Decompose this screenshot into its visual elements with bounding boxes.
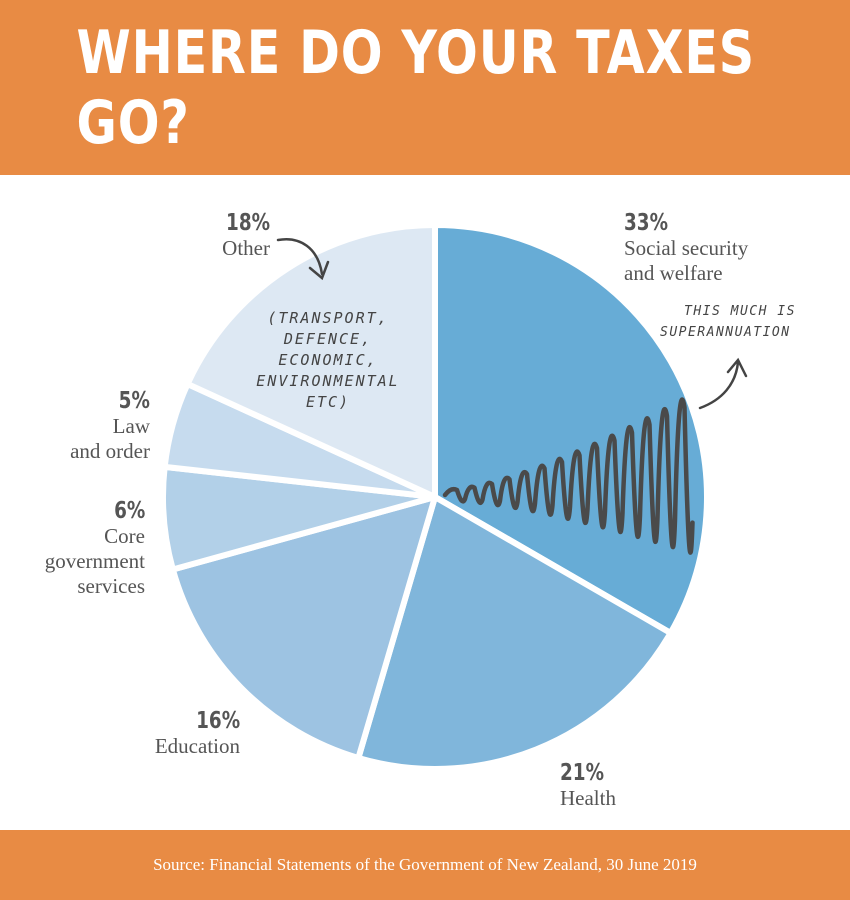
other-note-line: ENVIRONMENTAL bbox=[256, 372, 400, 390]
label-other: 18% Other bbox=[215, 210, 270, 261]
pct-social-security: 33% bbox=[624, 210, 669, 236]
name-core-government-line3: services bbox=[77, 574, 145, 598]
name-social-security-line2: and welfare bbox=[624, 261, 723, 285]
pct-education: 16% bbox=[195, 708, 240, 734]
superannuation-note: THIS MUCH IS SUPERANNUATION bbox=[660, 301, 796, 343]
pct-other: 18% bbox=[225, 210, 270, 236]
other-note: (TRANSPORT, DEFENCE, ECONOMIC, ENVIRONME… bbox=[228, 308, 428, 413]
page-title: Where do your taxes go? bbox=[76, 17, 756, 158]
label-education: 16% Education bbox=[155, 708, 240, 759]
pie-slice-other bbox=[184, 222, 438, 500]
source-footer: Source: Financial Statements of the Gove… bbox=[0, 830, 850, 900]
title-banner: Where do your taxes go? bbox=[0, 0, 850, 175]
label-health: 21% Health bbox=[560, 760, 616, 811]
other-arrow bbox=[276, 238, 330, 281]
name-core-government-line1: Core bbox=[104, 524, 145, 548]
label-core-government: 6% Core government services bbox=[45, 498, 145, 599]
other-note-line: ETC) bbox=[305, 393, 351, 411]
name-social-security-line1: Social security bbox=[624, 236, 749, 260]
name-law-order-line2: and order bbox=[70, 439, 150, 463]
pct-core-government: 6% bbox=[113, 498, 145, 524]
source-text: Source: Financial Statements of the Gove… bbox=[153, 855, 697, 874]
other-note-line: ECONOMIC, bbox=[278, 351, 378, 369]
name-education: Education bbox=[154, 734, 240, 758]
pct-law-order: 5% bbox=[118, 388, 150, 414]
other-note-line: (TRANSPORT, bbox=[267, 309, 389, 327]
name-core-government-line2: government bbox=[44, 549, 145, 573]
superannuation-note-line: THIS MUCH IS bbox=[684, 304, 796, 319]
other-note-line: DEFENCE, bbox=[283, 330, 373, 348]
superannuation-arrow bbox=[698, 357, 748, 410]
superannuation-note-line: SUPERANNUATION bbox=[660, 325, 791, 340]
name-health: Health bbox=[560, 786, 616, 810]
name-law-order-line1: Law bbox=[112, 414, 150, 438]
pie-slice-health bbox=[355, 494, 674, 772]
superannuation-scribble bbox=[442, 397, 695, 555]
name-other: Other bbox=[222, 236, 270, 260]
label-law-order: 5% Law and order bbox=[70, 388, 150, 464]
pie-slice-education bbox=[169, 494, 438, 761]
label-social-security: 33% Social security and welfare bbox=[624, 210, 748, 286]
pct-health: 21% bbox=[560, 760, 605, 786]
